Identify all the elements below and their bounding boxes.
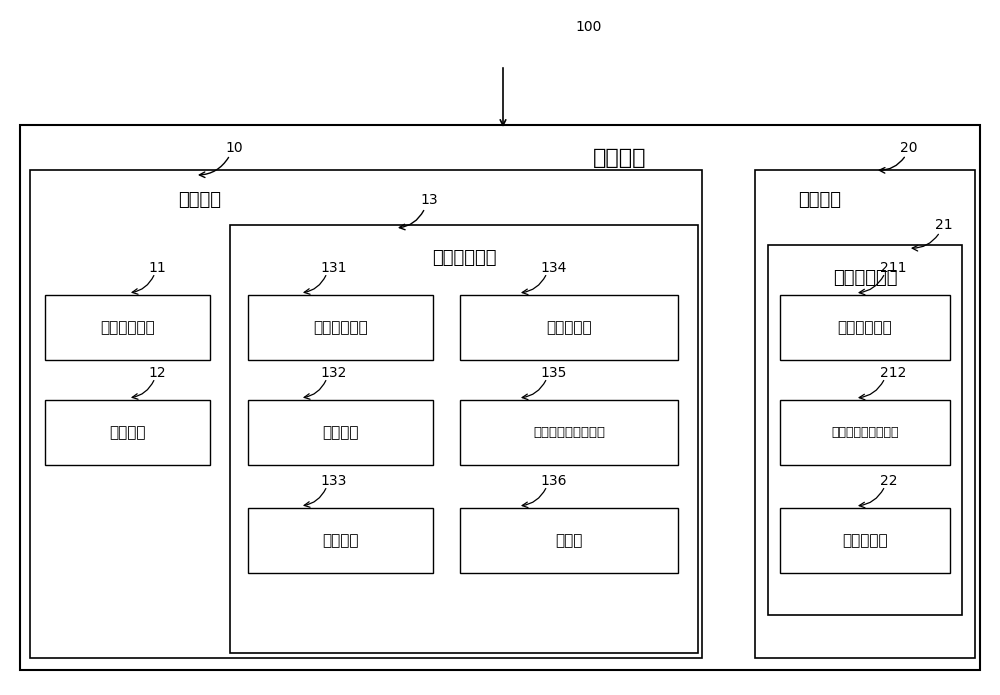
Bar	[248, 400, 433, 465]
Text: 20: 20	[900, 141, 918, 155]
Text: 13: 13	[420, 193, 438, 207]
Text: 第一控制模块: 第一控制模块	[432, 249, 496, 267]
Text: 133: 133	[320, 474, 346, 488]
Text: 无线通信模块: 无线通信模块	[100, 320, 155, 335]
Text: 智能灯具: 智能灯具	[593, 148, 647, 168]
Text: 电子时钟: 电子时钟	[322, 425, 359, 440]
Text: 136: 136	[540, 474, 566, 488]
Bar	[755, 170, 975, 658]
Bar	[45, 295, 210, 360]
Text: 211: 211	[880, 261, 906, 275]
Text: 第二输入输出控制器: 第二输入输出控制器	[831, 426, 899, 439]
Bar	[460, 508, 678, 573]
Text: 11: 11	[148, 261, 166, 275]
Bar	[30, 170, 702, 658]
Text: 电源模块: 电源模块	[109, 425, 146, 440]
Bar	[780, 295, 950, 360]
Bar	[20, 125, 980, 670]
Text: 第二控制模块: 第二控制模块	[833, 269, 897, 287]
Bar	[780, 508, 950, 573]
Bar	[45, 400, 210, 465]
Text: 时钟电池: 时钟电池	[322, 533, 359, 548]
Text: 135: 135	[540, 366, 566, 380]
Text: 指示灯: 指示灯	[555, 533, 583, 548]
Text: 21: 21	[935, 218, 953, 232]
Text: 电光源组件: 电光源组件	[842, 533, 888, 548]
Text: 第一输入输出控制器: 第一输入输出控制器	[533, 426, 605, 439]
Bar	[248, 295, 433, 360]
Text: 光源身份标签: 光源身份标签	[838, 320, 892, 335]
Text: 131: 131	[320, 261, 347, 275]
Bar	[230, 225, 698, 653]
Bar	[460, 400, 678, 465]
Text: 驱动身份标签: 驱动身份标签	[313, 320, 368, 335]
Text: 10: 10	[225, 141, 243, 155]
Text: 100: 100	[575, 20, 601, 34]
Text: 132: 132	[320, 366, 346, 380]
Text: 12: 12	[148, 366, 166, 380]
Text: 驱动模组: 驱动模组	[178, 191, 222, 209]
Text: 光源模组: 光源模组	[798, 191, 842, 209]
Bar	[768, 245, 962, 615]
Text: 212: 212	[880, 366, 906, 380]
Bar	[460, 295, 678, 360]
Bar	[780, 400, 950, 465]
Text: 指令寄存器: 指令寄存器	[546, 320, 592, 335]
Bar	[248, 508, 433, 573]
Text: 134: 134	[540, 261, 566, 275]
Text: 22: 22	[880, 474, 898, 488]
